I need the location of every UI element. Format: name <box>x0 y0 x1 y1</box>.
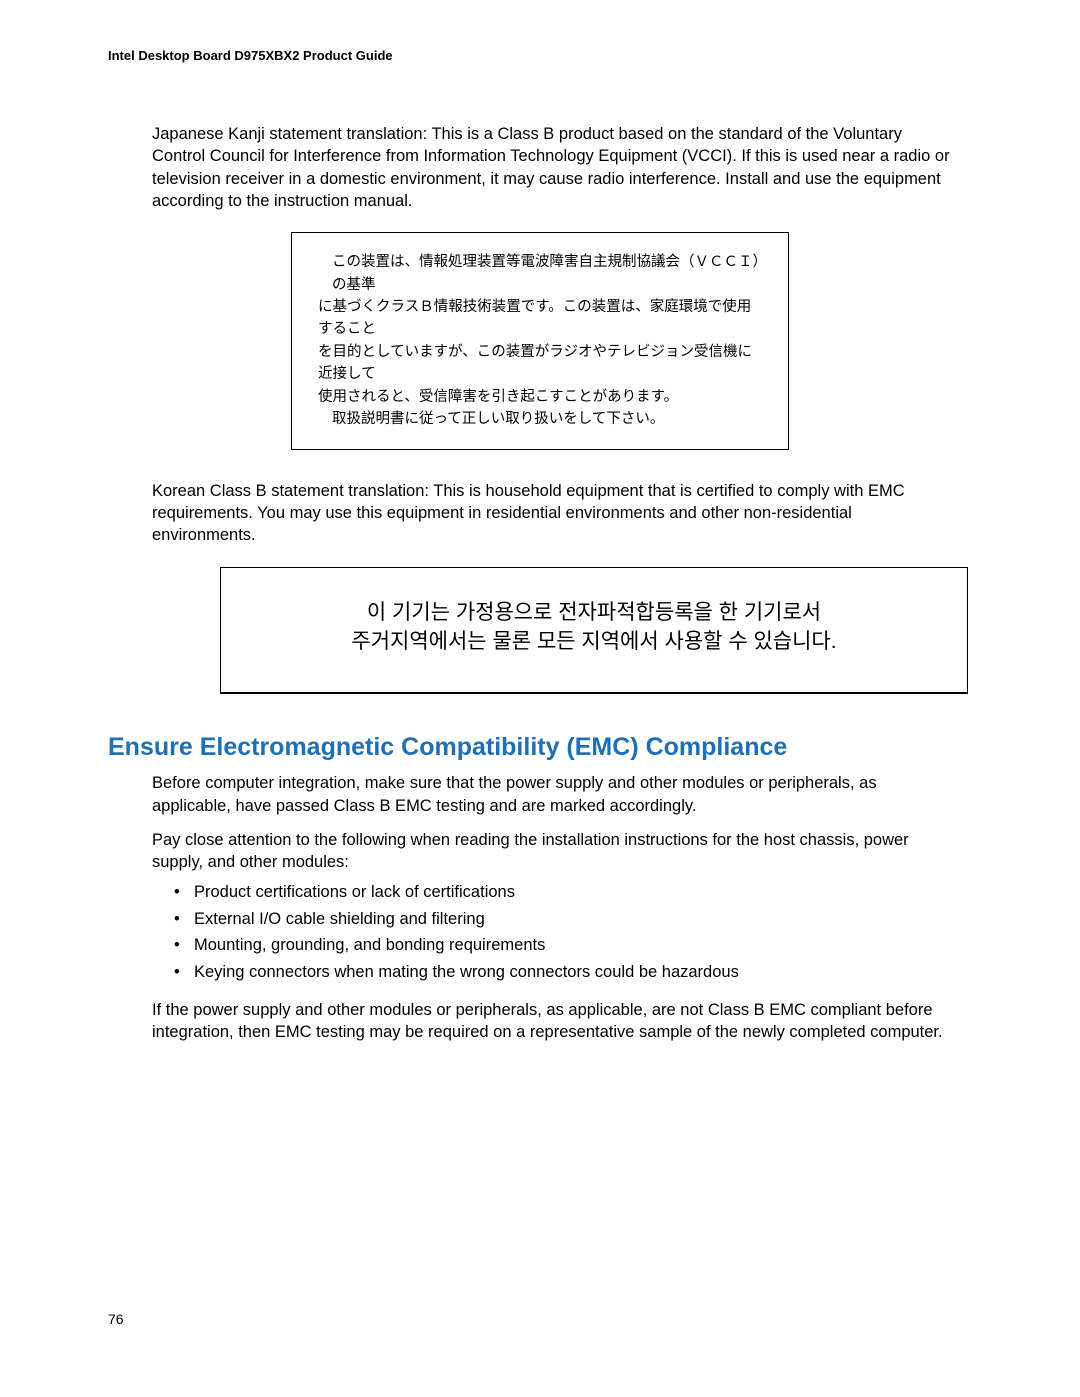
content-indent-3: Before computer integration, make sure t… <box>108 772 972 1043</box>
jp-line-3: を目的としていますが、この装置がラジオやテレビジョン受信機に近接して <box>318 341 762 386</box>
bullet-item-2: External I/O cable shielding and filteri… <box>152 906 952 932</box>
bullet-item-4: Keying connectors when mating the wrong … <box>152 959 952 985</box>
paragraph-emc-2: Pay close attention to the following whe… <box>152 829 952 874</box>
kr-line-1: 이 기기는 가정용으로 전자파적합등록을 한 기기로서 <box>245 598 943 627</box>
paragraph-emc-1: Before computer integration, make sure t… <box>152 772 952 817</box>
content-indent-2: Korean Class B statement translation: Th… <box>108 480 972 547</box>
section-heading-emc: Ensure Electromagnetic Compatibility (EM… <box>108 732 972 762</box>
page-number: 76 <box>108 1311 124 1327</box>
jp-line-5: 取扱説明書に従って正しい取り扱いをして下さい。 <box>318 408 762 430</box>
kr-line-2: 주거지역에서는 물론 모든 지역에서 사용할 수 있습니다. <box>245 627 943 656</box>
paragraph-emc-3: If the power supply and other modules or… <box>152 999 952 1044</box>
bullet-item-1: Product certifications or lack of certif… <box>152 879 952 905</box>
korean-notice-box: 이 기기는 가정용으로 전자파적합등록을 한 기기로서 주거지역에서는 물론 모… <box>220 567 968 695</box>
emc-bullet-list: Product certifications or lack of certif… <box>152 879 952 985</box>
doc-header-title: Intel Desktop Board D975XBX2 Product Gui… <box>108 48 972 63</box>
bullet-item-3: Mounting, grounding, and bonding require… <box>152 932 952 958</box>
jp-line-1: この装置は、情報処理装置等電波障害自主規制協議会（ＶＣＣＩ）の基準 <box>318 251 762 296</box>
content-indent: Japanese Kanji statement translation: Th… <box>108 123 972 212</box>
japanese-notice-box: この装置は、情報処理装置等電波障害自主規制協議会（ＶＣＣＩ）の基準 に基づくクラ… <box>291 232 789 450</box>
paragraph-kr-intro: Korean Class B statement translation: Th… <box>152 480 952 547</box>
paragraph-jp-intro: Japanese Kanji statement translation: Th… <box>152 123 952 212</box>
jp-line-2: に基づくクラスＢ情報技術装置です。この装置は、家庭環境で使用すること <box>318 296 762 341</box>
jp-line-4: 使用されると、受信障害を引き起こすことがあります。 <box>318 386 762 408</box>
